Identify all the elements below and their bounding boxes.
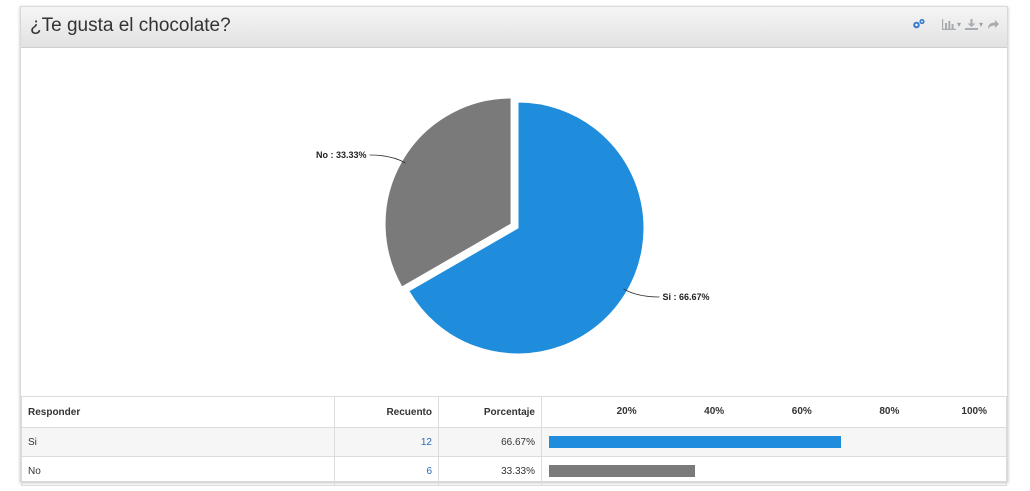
table-header-row: Responder Recuento Porcentaje 20% 40% 60% 8… <box>21 396 1007 428</box>
scale-tick-label: 100% <box>961 406 987 417</box>
count-header: Recuento <box>334 396 439 428</box>
download-button[interactable]: ▾ <box>964 18 983 30</box>
table-row: Si 12 66.67% <box>21 427 1007 457</box>
panel-toolbar: ▾ ▾ <box>912 18 999 30</box>
row-bar-cell <box>541 427 1007 457</box>
row-label: Si <box>21 427 335 457</box>
pie-chart-area: Si : 66.67% No : 33.33% <box>21 48 1007 396</box>
row-label: No <box>21 456 335 486</box>
label-connector <box>369 154 406 164</box>
question-panel: ¿Te gusta el chocolate? ▾ <box>20 6 1008 486</box>
gears-icon <box>913 18 925 29</box>
results-table: Responder Recuento Porcentaje 20% 40% 60% 8… <box>21 396 1007 486</box>
count-value[interactable]: 6 <box>426 465 432 477</box>
row-count-link[interactable]: 6 <box>334 456 439 486</box>
share-button[interactable] <box>987 19 999 30</box>
share-icon <box>988 19 999 29</box>
bar-track <box>542 428 1006 456</box>
settings-button[interactable] <box>912 18 926 30</box>
chevron-down-icon: ▾ <box>978 19 983 29</box>
responder-header: Responder <box>21 396 335 428</box>
percent-bar-si <box>549 436 841 448</box>
panel-title: ¿Te gusta el chocolate? <box>30 15 231 36</box>
scale-tick-label: 80% <box>879 406 900 417</box>
label-connector <box>623 288 660 298</box>
slice-label: Si : 66.67% <box>663 292 710 302</box>
bar-scale-header: 20% 40% 60% 80% 100% <box>541 396 1007 428</box>
pie-chart: Si : 66.67% No : 33.33% <box>316 97 710 355</box>
row-bar-cell <box>541 456 1007 486</box>
scale-tick-label: 20% <box>616 406 637 417</box>
scale-tick-label: 60% <box>791 406 812 417</box>
download-icon <box>964 18 978 30</box>
scale-tick-label: 40% <box>704 406 725 417</box>
bar-chart-icon <box>941 18 956 30</box>
bar-scale-ticks: 20% 40% 60% 80% 100% <box>542 397 1006 427</box>
chart-type-button[interactable]: ▾ <box>941 18 961 30</box>
count-value[interactable]: 12 <box>420 436 432 448</box>
slice-label: No : 33.33% <box>316 150 367 160</box>
row-count-link[interactable]: 12 <box>334 427 439 457</box>
percent-header: Porcentaje <box>438 396 542 428</box>
table-row: No 6 33.33% <box>21 456 1007 486</box>
panel-header: ¿Te gusta el chocolate? ▾ <box>21 7 1007 48</box>
row-percent: 66.67% <box>438 427 542 457</box>
row-percent: 33.33% <box>438 456 542 486</box>
bar-track <box>542 457 1006 485</box>
percent-bar-no <box>549 465 695 477</box>
chevron-down-icon: ▾ <box>956 19 961 29</box>
